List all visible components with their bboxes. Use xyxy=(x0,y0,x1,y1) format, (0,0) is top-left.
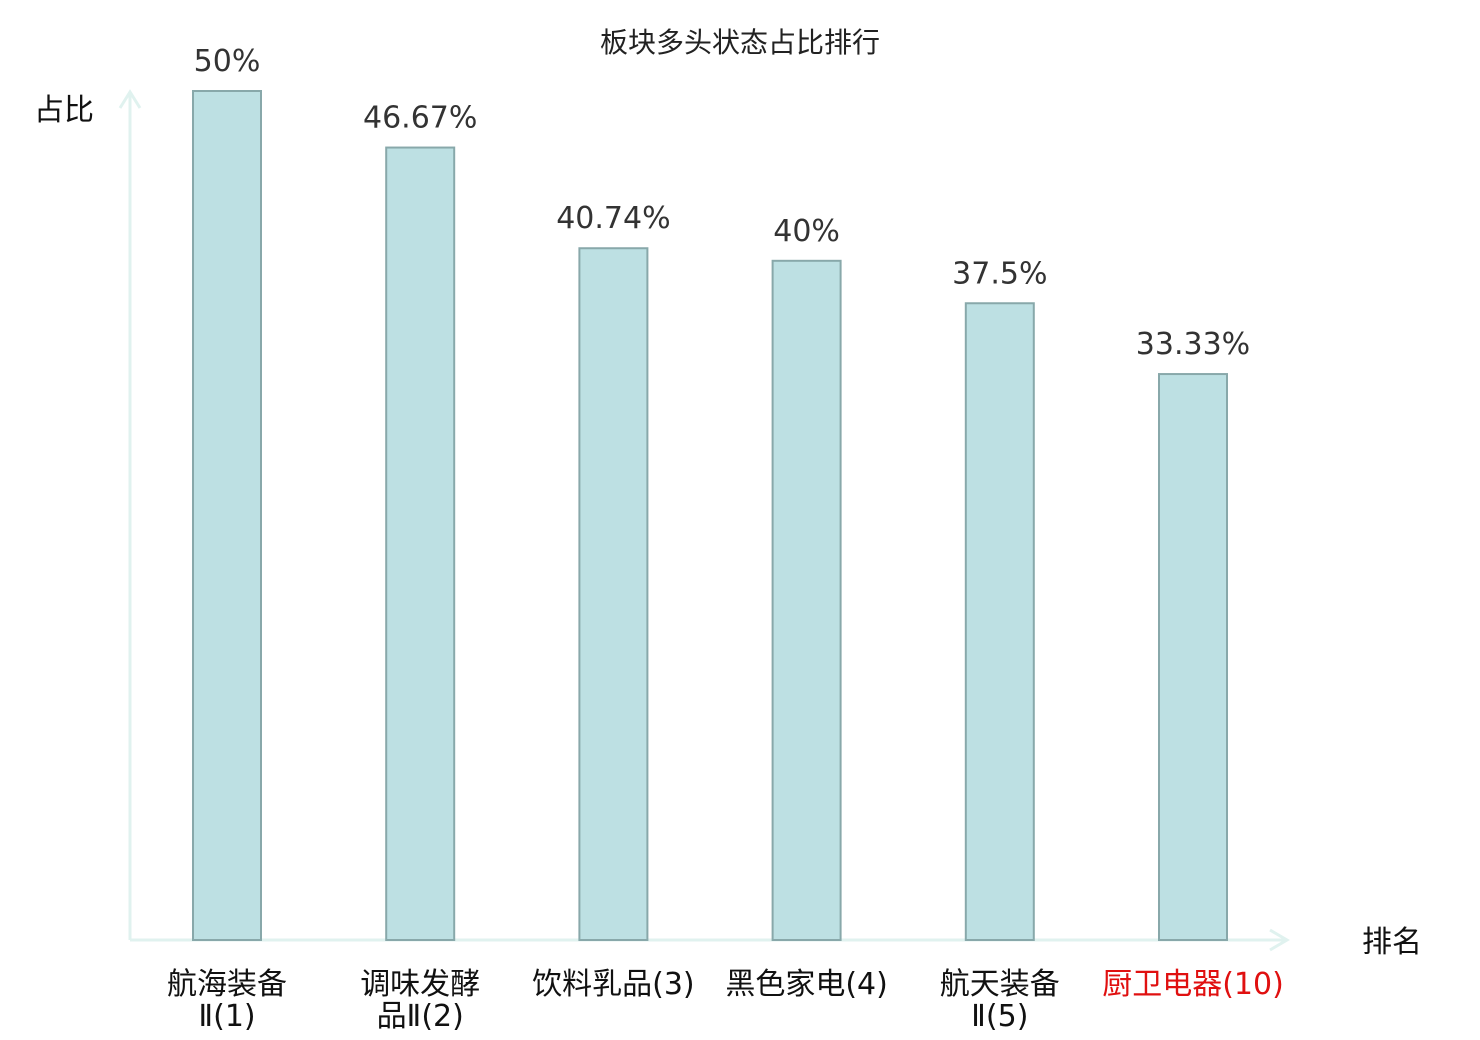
category-label: 航海装备 Ⅱ(1) xyxy=(167,967,287,1034)
category-label: 饮料乳品(3) xyxy=(532,967,695,1002)
category-label: 厨卫电器(10) xyxy=(1102,967,1284,1002)
category-label-line: Ⅱ(5) xyxy=(971,999,1028,1034)
category-label-line: 航天装备 xyxy=(940,967,1060,1002)
y-axis-arrow-icon xyxy=(118,89,142,109)
value-labels-group: 50% 46.67% 40.74% 40% 37.5% 33.33% xyxy=(194,44,1251,362)
value-label: 37.5% xyxy=(952,256,1047,291)
category-label-line: Ⅱ(1) xyxy=(198,999,255,1034)
y-axis-label: 占比 xyxy=(34,93,94,128)
value-label: 50% xyxy=(194,44,261,79)
value-label: 40% xyxy=(773,214,840,249)
x-axis-label: 排名 xyxy=(1362,925,1422,960)
category-labels-group: 航海装备 Ⅱ(1) 调味发酵品Ⅱ(2) 饮料乳品(3) 黑色家电(4) 航天装备 Ⅱ(5) 厨… xyxy=(167,967,1284,1034)
category-label-line: 调味发酵 xyxy=(360,967,480,1002)
bar xyxy=(192,90,262,941)
category-label-line: 品Ⅱ(2) xyxy=(377,999,464,1034)
category-label: 航天装备 Ⅱ(5) xyxy=(940,967,1060,1034)
category-label: 调味发酵品Ⅱ(2) xyxy=(360,967,480,1034)
value-label: 33.33% xyxy=(1136,327,1250,362)
bar xyxy=(964,302,1035,941)
category-label-line: 航海装备 xyxy=(167,967,287,1002)
bar xyxy=(385,146,456,941)
bar xyxy=(1158,373,1228,942)
bar xyxy=(578,247,649,941)
axes xyxy=(118,89,1290,952)
category-label: 黑色家电(4) xyxy=(725,967,888,1002)
category-label-line: 饮料乳品(3) xyxy=(532,967,695,1002)
category-label-line: 厨卫电器(10) xyxy=(1102,967,1284,1002)
category-label-line: 黑色家电(4) xyxy=(725,967,888,1002)
bars-group xyxy=(192,90,1228,942)
chart-title: 板块多头状态占比排行 xyxy=(600,26,880,59)
bar xyxy=(771,259,842,941)
x-axis-arrow-icon xyxy=(1269,928,1290,952)
value-label: 46.67% xyxy=(363,101,477,136)
value-label: 40.74% xyxy=(556,201,670,236)
